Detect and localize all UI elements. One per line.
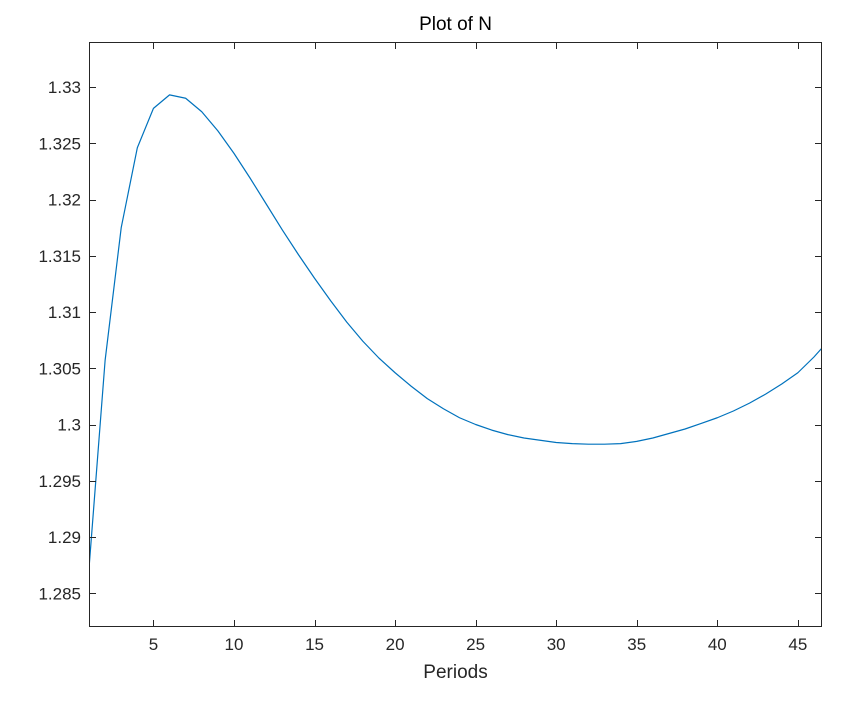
y-tick-label: 1.3 [57,416,81,435]
y-tick-label: 1.325 [38,134,81,153]
x-tick-label: 10 [225,635,244,654]
series-line [89,94,822,569]
axes-box [89,42,822,627]
y-tick-label: 1.315 [38,247,81,266]
axes-background [89,42,822,627]
chart-title: Plot of N [419,14,492,35]
x-tick-label: 40 [708,635,727,654]
x-tick-label: 5 [149,635,158,654]
x-tick-label: 45 [788,635,807,654]
y-tick-label: 1.31 [48,303,81,322]
y-tick-label: 1.285 [38,584,81,603]
y-tick-label: 1.305 [38,359,81,378]
x-tick-label: 20 [386,635,405,654]
x-tick-label: 25 [466,635,485,654]
x-tick-label: 30 [547,635,566,654]
y-tick-label: 1.295 [38,472,81,491]
y-tick-label: 1.32 [48,191,81,210]
y-tick-label: 1.29 [48,528,81,547]
x-tick-label: 15 [305,635,324,654]
y-tick-label: 1.33 [48,78,81,97]
x-tick-label: 35 [627,635,646,654]
x-axis-label: Periods [423,662,487,683]
